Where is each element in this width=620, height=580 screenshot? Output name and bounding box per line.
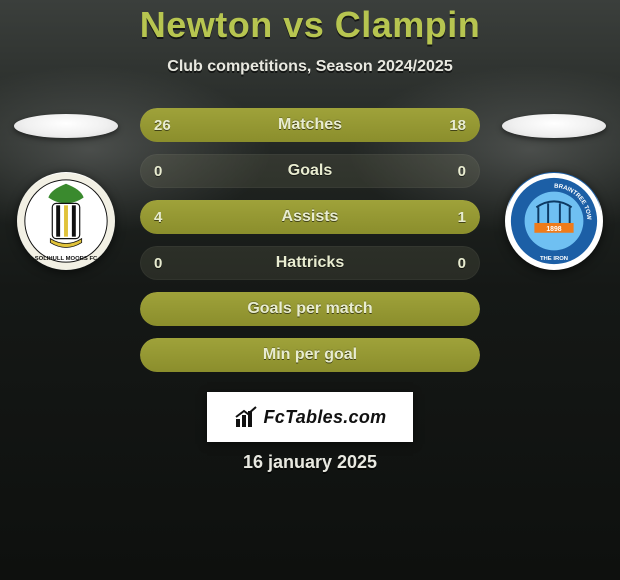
stat-bar: Assists4 1 [140, 200, 480, 234]
club-crest-right-svg: 1898 BRAINTREE TOWN THE IRON [505, 172, 603, 270]
club-crest-left: SOLIHULL MOORS FC [17, 172, 115, 270]
branding-badge: FcTables.com [207, 392, 413, 442]
stat-bar: Min per goal [140, 338, 480, 372]
player-left-silhouette-head [14, 114, 118, 138]
subtitle: Club competitions, Season 2024/2025 [0, 58, 620, 76]
stat-bar-label: Goals [140, 154, 480, 188]
stat-bar-label: Matches [140, 108, 480, 142]
stat-bar-label: Hattricks [140, 246, 480, 280]
svg-text:THE IRON: THE IRON [540, 256, 568, 262]
svg-text:SOLIHULL MOORS FC: SOLIHULL MOORS FC [35, 256, 98, 262]
content-row: SOLIHULL MOORS FC Matches2618Goals00Assi… [0, 108, 620, 372]
svg-text:1898: 1898 [546, 226, 561, 233]
stat-bar-value-left: 26 [140, 108, 185, 142]
stat-bar: Goals per match [140, 292, 480, 326]
page-title: Newton vs Clampin [0, 0, 620, 46]
player-right-column: 1898 BRAINTREE TOWN THE IRON [494, 108, 614, 270]
infographic-date: 16 january 2025 [0, 452, 620, 473]
stat-bar-value-left: 0 [140, 154, 176, 188]
club-crest-left-svg: SOLIHULL MOORS FC [17, 172, 115, 270]
stat-bar: Hattricks0 0 [140, 246, 480, 280]
player-left-column: SOLIHULL MOORS FC [6, 108, 126, 270]
stat-bar-value-right: 18 [435, 108, 480, 142]
stat-bar-value-right: 0 [444, 154, 480, 188]
player-right-silhouette-head [502, 114, 606, 138]
branding-label: FcTables.com [264, 407, 387, 428]
stat-bar-value-right: 0 [444, 246, 480, 280]
stat-bar-label: Assists [140, 200, 480, 234]
comparison-infographic: Newton vs Clampin Club competitions, Sea… [0, 0, 620, 580]
stat-bar-value-right: 1 [444, 200, 480, 234]
stat-bars: Matches2618Goals00Assists41Hattricks00Go… [140, 108, 480, 372]
stat-bar-label: Min per goal [140, 338, 480, 372]
stat-bar: Goals0 0 [140, 154, 480, 188]
stat-bar-value-left: 4 [140, 200, 176, 234]
stat-bar-value-left: 0 [140, 246, 176, 280]
fctables-logo-icon [234, 405, 258, 429]
club-crest-right: 1898 BRAINTREE TOWN THE IRON [505, 172, 603, 270]
stat-bar-label: Goals per match [140, 292, 480, 326]
stat-bar: Matches26 18 [140, 108, 480, 142]
